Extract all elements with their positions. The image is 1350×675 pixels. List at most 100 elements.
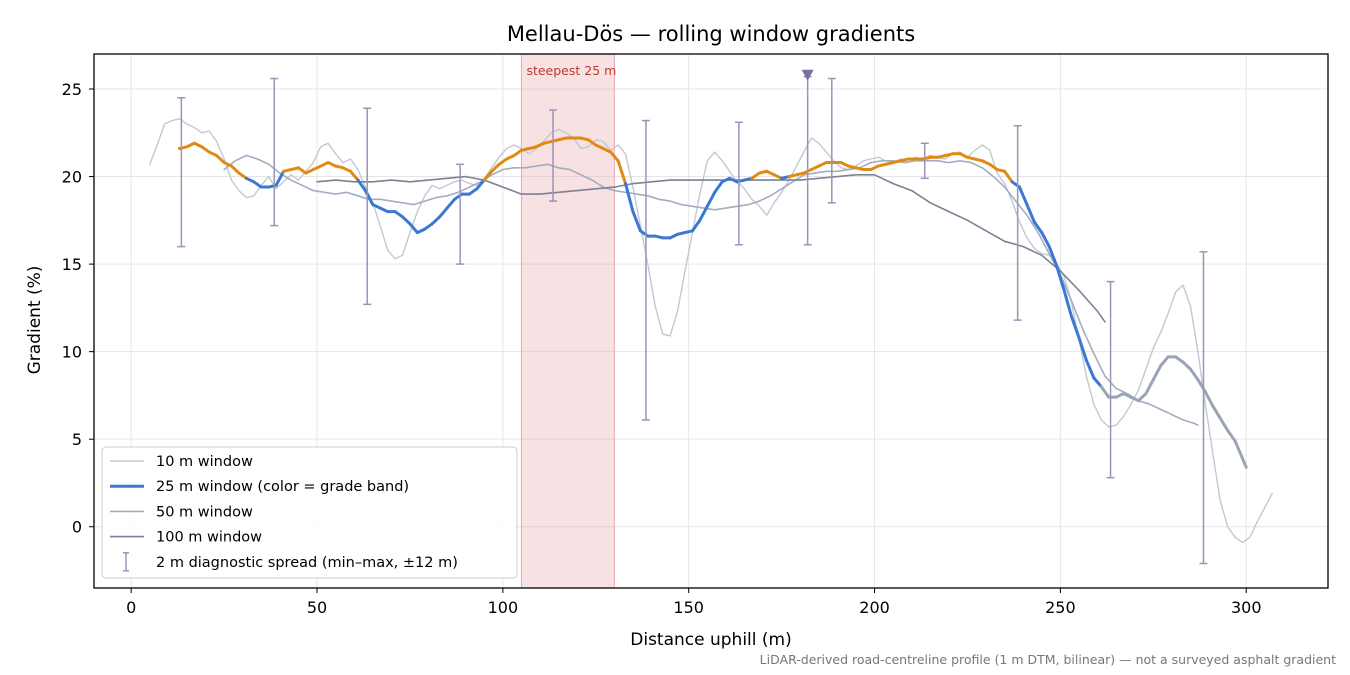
series-25m-segment — [1099, 385, 1111, 399]
series-25m-segment — [497, 157, 509, 166]
series-25m-segment — [393, 210, 404, 219]
series-25m-segment — [1181, 360, 1192, 371]
footnote: LiDAR-derived road-centreline profile (1… — [760, 652, 1336, 667]
errorbar-0 — [177, 97, 186, 248]
legend-item-2: 50 m window — [110, 504, 253, 520]
series-25m-segment — [586, 138, 598, 147]
series-25m-segment — [1241, 456, 1248, 469]
series-25m-segment — [609, 150, 620, 163]
series-25m-segment — [1211, 404, 1222, 420]
series-25m-segment — [1226, 428, 1237, 443]
series-25m-segment — [690, 218, 702, 233]
series-25m-segment — [1218, 416, 1230, 432]
legend-item-0: 10 m window — [110, 454, 253, 470]
series-50m-line — [223, 154, 1199, 427]
chart-title: Mellau-Dös — rolling window gradients — [507, 22, 915, 46]
errorbar-6 — [734, 121, 743, 246]
series-25m-segment — [430, 215, 442, 226]
series-25m-segment — [348, 169, 360, 182]
steepest-span — [520, 53, 615, 589]
legend-label: 100 m window — [156, 530, 262, 546]
series-25m-segment — [1025, 203, 1036, 224]
errorbar-3 — [456, 163, 465, 265]
series-25m-segment — [1032, 220, 1044, 235]
errorbar-5 — [641, 119, 650, 421]
y-tick-label-0: 0 — [72, 518, 82, 537]
series-25m-segment — [750, 171, 761, 180]
x-tick-label-2: 100 — [488, 598, 519, 617]
series-25m-segment — [1092, 376, 1103, 389]
series-25m-segment — [616, 159, 628, 186]
x-axis-label: Distance uphill (m) — [630, 630, 791, 650]
series-25m-segment — [705, 190, 717, 208]
y-axis-label: Gradient (%) — [25, 266, 45, 375]
errorbar-layer — [177, 76, 1208, 565]
series-25m-segment — [445, 197, 457, 210]
y-tick-label-3: 15 — [62, 255, 82, 274]
legend: 10 m window 25 m window (color = grade ba… — [101, 446, 518, 579]
y-tick-label-2: 10 — [62, 343, 82, 362]
x-tick-label-6: 300 — [1231, 598, 1262, 617]
series-25m-segment — [215, 154, 226, 165]
series-25m-segment — [1159, 355, 1170, 368]
series-25m-segment — [237, 171, 248, 180]
series-25m-segment — [1018, 185, 1029, 207]
series-25m-segment — [1136, 392, 1148, 403]
series-25m-segment — [200, 145, 211, 154]
series-25m-segment — [1233, 439, 1245, 460]
series-25m-segment — [475, 178, 486, 191]
series-25m-segment — [1084, 358, 1096, 380]
series-25m-segment — [274, 169, 286, 187]
legend-item-3: 100 m window — [110, 530, 262, 546]
legend-item-1: 25 m window (color = grade band) — [110, 479, 409, 495]
triangle-down-marker — [801, 69, 814, 81]
series-25m-segment — [1070, 315, 1081, 340]
series-25m-segment — [1040, 231, 1051, 249]
series-25m-segment — [252, 180, 263, 189]
series-25m-segment — [1144, 378, 1155, 396]
marker-layer — [801, 69, 814, 81]
x-tick-label-5: 250 — [1045, 598, 1076, 617]
series-25m-segment — [1055, 264, 1066, 292]
series-25m-segment — [423, 222, 434, 231]
plot-frame — [93, 53, 1329, 589]
series-25m-segment — [713, 180, 724, 194]
legend-label: 10 m window — [156, 454, 253, 470]
series-25m-segment — [230, 164, 241, 175]
errorbar-8 — [827, 77, 836, 204]
x-tick-label-3: 150 — [673, 598, 704, 617]
series-25m-segment — [356, 178, 367, 193]
errorbar-10 — [1013, 125, 1022, 321]
series-25m-segment — [512, 148, 523, 158]
steepest-span-layer: steepest 25 m — [520, 53, 616, 589]
series-25m-segment — [698, 204, 709, 222]
series-100m-line — [316, 174, 1106, 323]
tick-layer: 0 50 100 150 200 250 300 0 5 10 15 20 25 — [62, 80, 1262, 617]
series-25m-segment — [1062, 288, 1074, 319]
x-tick-label-4: 200 — [859, 598, 890, 617]
legend-box — [101, 446, 518, 579]
legend-label: 50 m window — [156, 504, 253, 520]
y-tick-label-5: 25 — [62, 80, 82, 99]
series-25m-segment — [1174, 355, 1185, 364]
x-tick-label-1: 50 — [307, 598, 327, 617]
series-25m-segment — [1003, 169, 1014, 184]
errorbar-4 — [549, 109, 558, 202]
x-tick-label-0: 0 — [126, 598, 136, 617]
legend-item-4: 2 m diagnostic spread (min–max, ±12 m) — [123, 552, 458, 572]
errorbar-1 — [270, 77, 279, 227]
series-25m-segment — [490, 162, 501, 173]
series-25m-segment — [408, 222, 419, 235]
legend-label: 2 m diagnostic spread (min–max, ±12 m) — [156, 555, 458, 571]
series-25m-segment — [1151, 364, 1163, 382]
y-tick-label-1: 5 — [72, 430, 82, 449]
series-25m-segment — [438, 206, 449, 219]
series-25m-segment — [624, 182, 635, 214]
errorbar-11 — [1106, 280, 1115, 479]
series-25m-segment — [1047, 245, 1059, 268]
series-25m-segment — [1203, 390, 1215, 408]
errorbar-2 — [363, 107, 372, 306]
errorbar-9 — [920, 142, 929, 180]
series-25m-segment — [631, 210, 642, 233]
